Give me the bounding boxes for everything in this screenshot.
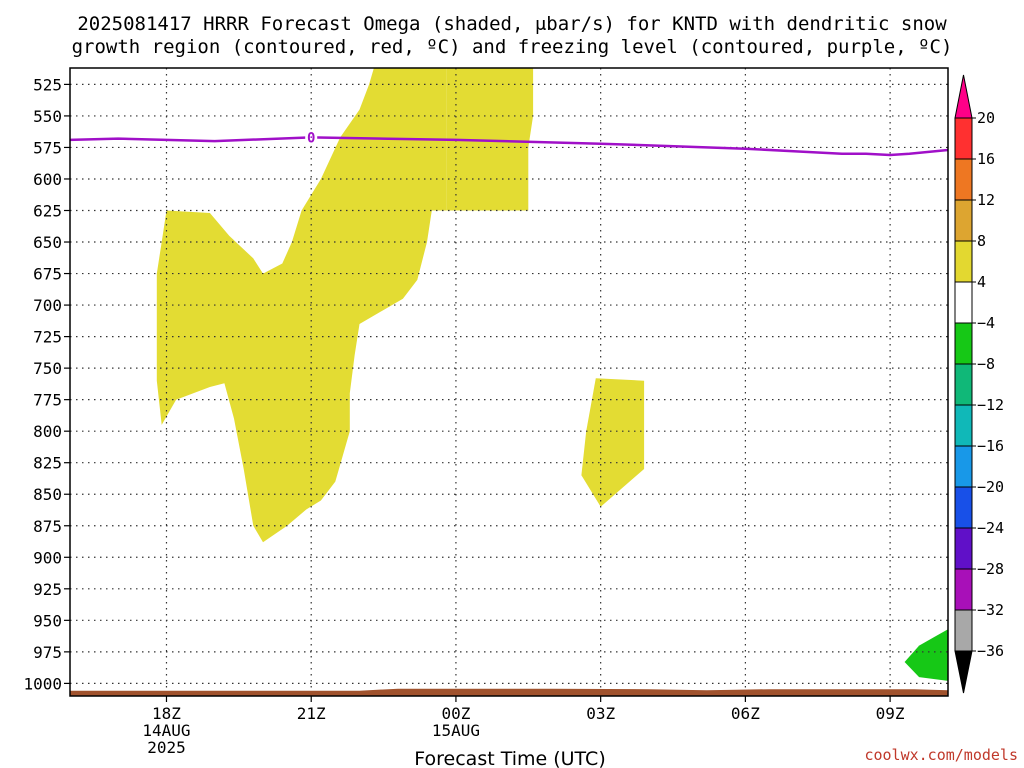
- chart-title-line-1: 2025081417 HRRR Forecast Omega (shaded, …: [77, 13, 947, 35]
- positive-omega-4-8-0: [156, 68, 447, 543]
- y-tick-label-725: 725: [33, 328, 62, 347]
- y-tick-label-700: 700: [33, 296, 62, 315]
- colorbar-segment-11: [954, 568, 973, 611]
- y-tick-label-750: 750: [33, 359, 62, 378]
- y-tick-label-675: 675: [33, 265, 62, 284]
- x-axis-label: Forecast Time (UTC): [414, 748, 605, 768]
- y-tick-label-875: 875: [33, 517, 62, 536]
- colorbar-label-12: −32: [977, 601, 1004, 619]
- colorbar-label-0: 20: [977, 109, 995, 127]
- plot-area: 0: [70, 68, 948, 696]
- colorbar-segment-8: [954, 445, 973, 488]
- colorbar-segment-5: [954, 322, 973, 365]
- colorbar-label-1: 16: [977, 150, 995, 168]
- chart-title-line-2: growth region (contoured, red, ºC) and f…: [72, 36, 953, 58]
- colorbar-label-11: −28: [977, 560, 1004, 578]
- freezing-level-label: 0: [307, 130, 315, 146]
- colorbar-segment-7: [954, 404, 973, 447]
- colorbar-segment-3: [954, 240, 973, 283]
- negative-omega-minus4-minus8-3: [904, 629, 948, 681]
- colorbar-label-5: −4: [977, 314, 995, 332]
- x-tick-label-24-1: 15AUG: [432, 721, 480, 740]
- y-tick-label-825: 825: [33, 454, 62, 473]
- colorbar-label-7: −12: [977, 396, 1004, 414]
- plot-content: 0: [70, 68, 948, 696]
- colorbar-bottom-arrow: [954, 650, 973, 694]
- x-tick-label-21-0: 21Z: [297, 704, 326, 723]
- y-tick-label-900: 900: [33, 548, 62, 567]
- colorbar-label-8: −16: [977, 437, 1004, 455]
- colorbar-label-10: −24: [977, 519, 1004, 537]
- terrain-band: [70, 688, 948, 696]
- y-tick-label-950: 950: [33, 611, 62, 630]
- freezing-level-label-bg: [305, 129, 318, 146]
- colorbar-label-3: 8: [977, 232, 986, 250]
- colorbar-segment-4: [954, 281, 973, 324]
- colorbar-top-arrow: [954, 74, 973, 119]
- colorbar-label-2: 12: [977, 191, 995, 209]
- y-tick-label-925: 925: [33, 580, 62, 599]
- y-tick-label-625: 625: [33, 201, 62, 220]
- colorbar-segment-9: [954, 486, 973, 529]
- colorbar-segment-6: [954, 363, 973, 406]
- y-tick-label-600: 600: [33, 170, 62, 189]
- y-tick-label-650: 650: [33, 233, 62, 252]
- colorbar-segment-2: [954, 199, 973, 242]
- y-tick-label-1000: 1000: [23, 674, 62, 693]
- y-tick-label-550: 550: [33, 107, 62, 126]
- y-tick-label-975: 975: [33, 643, 62, 662]
- y-tick-label-575: 575: [33, 138, 62, 157]
- colorbar-segment-10: [954, 527, 973, 570]
- y-tick-label-850: 850: [33, 485, 62, 504]
- colorbar: 20 16 12 8 4 −4 −8 −12 −16 −20 −24 −28 −32 −36: [954, 74, 1004, 694]
- colorbar-segment-0: [954, 117, 973, 160]
- x-tick-label-30-0: 06Z: [731, 704, 760, 723]
- x-tick-label-18-0: 18Z: [152, 704, 181, 723]
- colorbar-segment-12: [954, 609, 973, 652]
- x-tick-label-18-2: 2025: [147, 738, 186, 757]
- y-tick-label-775: 775: [33, 391, 62, 410]
- colorbar-label-6: −8: [977, 355, 995, 373]
- positive-omega-4-8-2: [581, 378, 645, 507]
- x-tick-label-33-0: 09Z: [876, 704, 905, 723]
- freezing-level-line: [70, 136, 948, 157]
- x-tick-label-24-0: 00Z: [441, 704, 470, 723]
- positive-omega-4-8-1: [446, 68, 534, 211]
- colorbar-label-13: −36: [977, 642, 1004, 660]
- y-tick-label-525: 525: [33, 75, 62, 94]
- plot-frame: [69, 67, 949, 697]
- x-tick-label-18-1: 14AUG: [142, 721, 190, 740]
- axes: 525 550 575 600 625 650 675 700 725 750 775 800 825 8…: [23, 67, 949, 757]
- credit-text: coolwx.com/models: [864, 746, 1018, 764]
- y-tick-label-800: 800: [33, 422, 62, 441]
- colorbar-segment-1: [954, 158, 973, 201]
- colorbar-label-4: 4: [977, 273, 986, 291]
- x-tick-label-27-0: 03Z: [586, 704, 615, 723]
- colorbar-label-9: −20: [977, 478, 1004, 496]
